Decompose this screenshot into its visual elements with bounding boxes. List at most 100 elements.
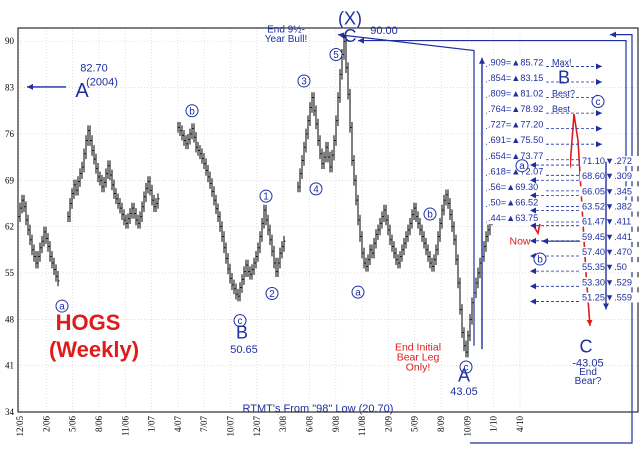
wave-big-label: A xyxy=(75,80,89,102)
fib-down-label-bg xyxy=(580,156,640,167)
y-tick-label: 41 xyxy=(5,361,14,371)
fib-up-label-bg xyxy=(487,72,545,83)
x-tick-label: 11/08 xyxy=(357,416,367,437)
x-tick-label: 1/07 xyxy=(147,416,157,433)
fib-up-label-bg xyxy=(487,213,545,223)
fib-up-label-bg xyxy=(487,150,545,161)
fib-down-label-bg xyxy=(580,292,640,303)
fib-up-label: .50=▲66.52 xyxy=(488,197,538,207)
x-tick-label: 11/06 xyxy=(120,416,130,437)
wave-label-circle xyxy=(591,94,605,108)
fib-up-label-bg xyxy=(487,135,545,146)
x-tick-label: 1/10 xyxy=(489,416,499,433)
fib-down-label: 71.10▼.272 xyxy=(582,156,632,166)
wave-big-label: Bear? xyxy=(575,376,602,387)
fib-up-note: Max! xyxy=(552,57,572,67)
wave-label: 2 xyxy=(269,289,275,300)
x-tick-label: 6/08 xyxy=(304,416,314,433)
wave-big-label: 90.00 xyxy=(370,25,398,37)
annotation-text: Bear Leg xyxy=(397,351,440,363)
wave-big-label: 82.70 xyxy=(80,63,108,75)
fib-up-label-bg xyxy=(487,119,545,130)
y-tick-label: 55 xyxy=(5,268,15,278)
chart-title: HOGS xyxy=(56,310,121,335)
fib-up-label: .691=▲75.50 xyxy=(488,135,543,145)
wave-big-label: 43.05 xyxy=(450,386,478,398)
wave-label: 4 xyxy=(313,184,319,195)
wave-label-circle xyxy=(185,104,199,118)
wave-label: a xyxy=(355,288,361,299)
fib-down-label-bg xyxy=(580,201,640,212)
fib-up-note: Best? xyxy=(552,89,575,99)
x-tick-label: 9/08 xyxy=(331,416,341,433)
fib-up-label: .44=▲63.75 xyxy=(488,213,538,223)
wave-big-label: B xyxy=(558,68,570,88)
wave-big-label: (2004) xyxy=(86,77,118,89)
chart-subtitle: (Weekly) xyxy=(49,337,139,362)
x-tick-label: 8/06 xyxy=(94,416,104,433)
y-tick-label: 62 xyxy=(5,222,14,232)
wave-label: b xyxy=(537,255,543,266)
fib-up-label: .727=▲77.20 xyxy=(488,120,543,130)
wave-label-circle xyxy=(515,159,529,173)
fib-down-label: 59.45▼.441 xyxy=(582,232,632,242)
fib-down-label: 63.52▼.382 xyxy=(582,202,632,212)
wave-big-label: -43.05 xyxy=(572,357,603,369)
wave-label-circle xyxy=(259,189,273,203)
wave-label: a xyxy=(519,161,525,172)
wave-big-label: C xyxy=(580,336,593,356)
fib-up-label-bg xyxy=(487,88,545,99)
fib-up-label-bg xyxy=(487,57,545,68)
price-bars xyxy=(17,35,504,358)
wave-label-circle xyxy=(265,286,279,300)
wave-label-circle xyxy=(351,285,365,299)
x-tick-label: 4/10 xyxy=(515,416,525,433)
wave-big-label: A xyxy=(458,366,470,386)
wave-label: 3 xyxy=(301,76,307,87)
wave-label-circle xyxy=(55,299,69,313)
wave-label: 5 xyxy=(333,50,339,61)
wave-label-circle xyxy=(459,360,473,374)
fib-up-label-bg xyxy=(487,181,545,192)
fib-levels: .909=▲85.72 Max! .854=▲83.15 .809=▲81.02 Bes… xyxy=(479,57,640,350)
fib-down-label: 55.35▼.50 xyxy=(582,262,627,272)
wave-label-circle xyxy=(297,74,311,88)
y-tick-label: 83 xyxy=(5,83,15,93)
x-tick-label: 4/07 xyxy=(173,416,183,433)
fib-up-label: .654=▲73.77 xyxy=(488,151,543,161)
x-tick-label: 12/07 xyxy=(252,416,262,437)
wave-big-label: C xyxy=(344,26,357,46)
fib-down-label-bg xyxy=(580,216,640,227)
fib-up-label-bg xyxy=(487,166,545,177)
x-tick-label: 8/09 xyxy=(436,416,446,433)
fib-up-label: .909=▲85.72 xyxy=(488,57,543,67)
annotation-text: Only! xyxy=(406,361,431,373)
x-tick-label: 12/05 xyxy=(15,416,25,437)
wave-label: a xyxy=(59,302,65,313)
x-tick-label: 5/09 xyxy=(410,416,420,433)
fib-down-label-bg xyxy=(580,262,640,273)
fib-up-label: .618=▲72.07 xyxy=(488,166,543,176)
wave-label: 1 xyxy=(263,192,269,203)
wave-big-label: B xyxy=(236,323,248,343)
fib-down-label: 66.05▼.345 xyxy=(582,186,632,196)
x-tick-label: 2/06 xyxy=(41,416,51,433)
fib-down-label-bg xyxy=(580,231,640,242)
wave-label-circle xyxy=(423,207,437,221)
fib-down-label: 51.25▼.559 xyxy=(582,292,632,302)
wave-big-label: Year Bull! xyxy=(265,34,307,45)
wave-label-circle xyxy=(233,314,247,328)
annotation-text: RTMT's From "98" Low (20.70) xyxy=(243,403,394,415)
wave-big-label: End 9½- xyxy=(267,25,305,36)
fib-up-label-bg xyxy=(487,197,545,208)
wave-label: c xyxy=(238,316,243,327)
y-tick-label: 90 xyxy=(5,36,15,46)
y-tick-label: 48 xyxy=(5,314,15,324)
fib-up-label: .854=▲83.15 xyxy=(488,73,543,83)
x-tick-label: 10/09 xyxy=(462,416,472,437)
wave-label: b xyxy=(427,210,433,221)
wave-labels: a b c 1 2 3 4 5 a b c a b c xyxy=(55,47,605,374)
